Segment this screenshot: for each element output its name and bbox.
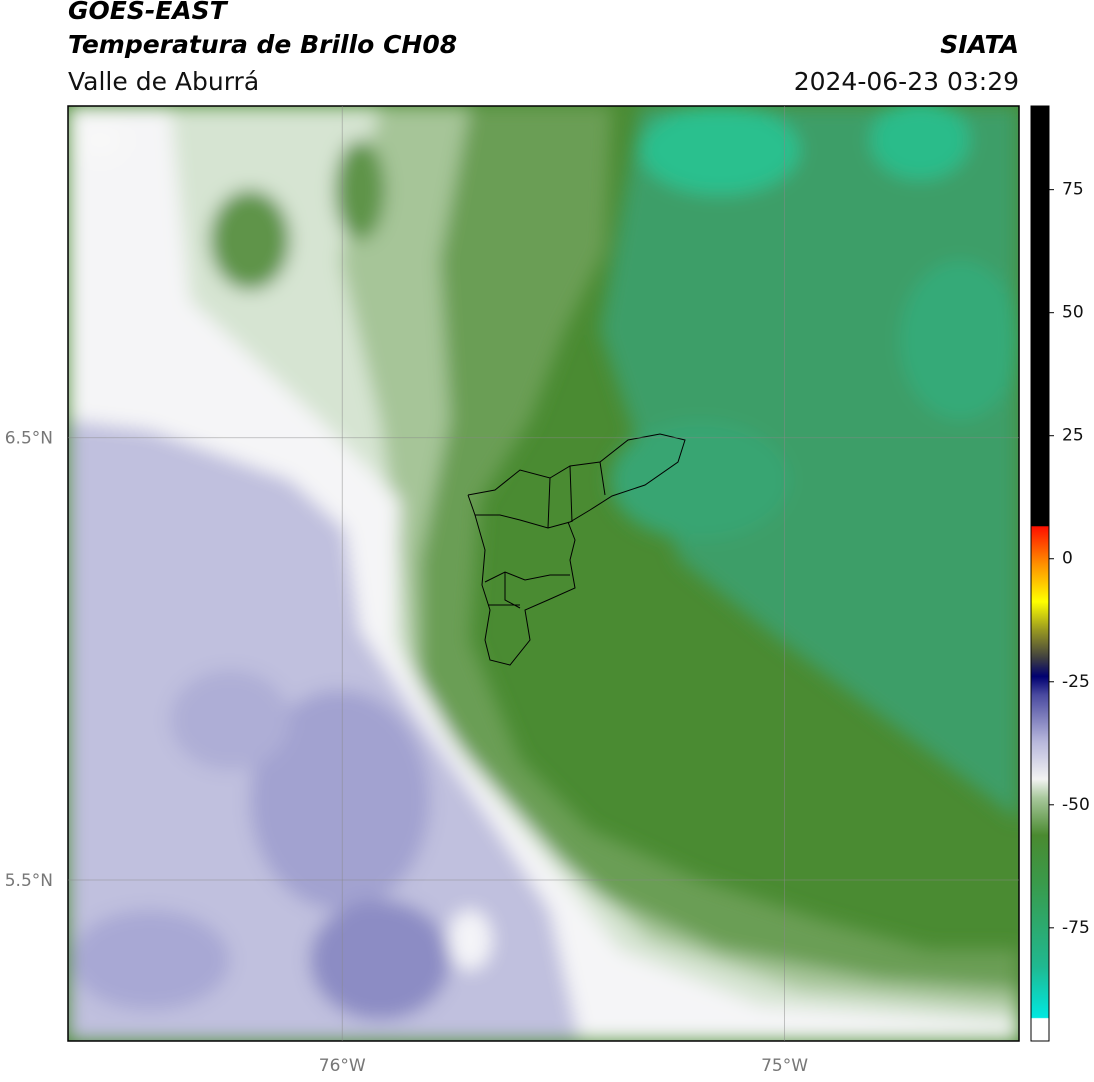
colorbar-tick-label: 50 (1062, 303, 1084, 323)
colorbar-tick-label: 75 (1062, 180, 1084, 200)
region: Valle de Aburrá (68, 67, 259, 96)
colorbar-tick-label: 0 (1062, 549, 1073, 569)
colorbar-axis: 75 50 25 0 -25 -50 -75 (1049, 180, 1090, 938)
subtitle: Temperatura de Brillo CH08 (68, 30, 457, 59)
colorbar-tick-label: -75 (1062, 918, 1090, 938)
brightness-field (68, 106, 1019, 1041)
colorbar-tick-label: -50 (1062, 795, 1090, 815)
colorbar-tick-label: -25 (1062, 672, 1090, 692)
title: GOES-EAST (68, 0, 229, 25)
source: SIATA (940, 30, 1019, 59)
x-tick-label: 76°W (319, 1056, 366, 1076)
grid: 76°W 75°W 6.5°N 5.5°N (5, 106, 1019, 1076)
municipal-boundaries (467, 433, 686, 666)
x-tick-label: 75°W (761, 1056, 808, 1076)
y-tick-label: 5.5°N (5, 871, 53, 891)
y-tick-label: 6.5°N (5, 429, 53, 449)
colorbar-tick-label: 25 (1062, 426, 1084, 446)
map-frame (67, 105, 1020, 1042)
colorbar (1030, 105, 1050, 1042)
datetime: 2024-06-23 03:29 (794, 67, 1019, 96)
